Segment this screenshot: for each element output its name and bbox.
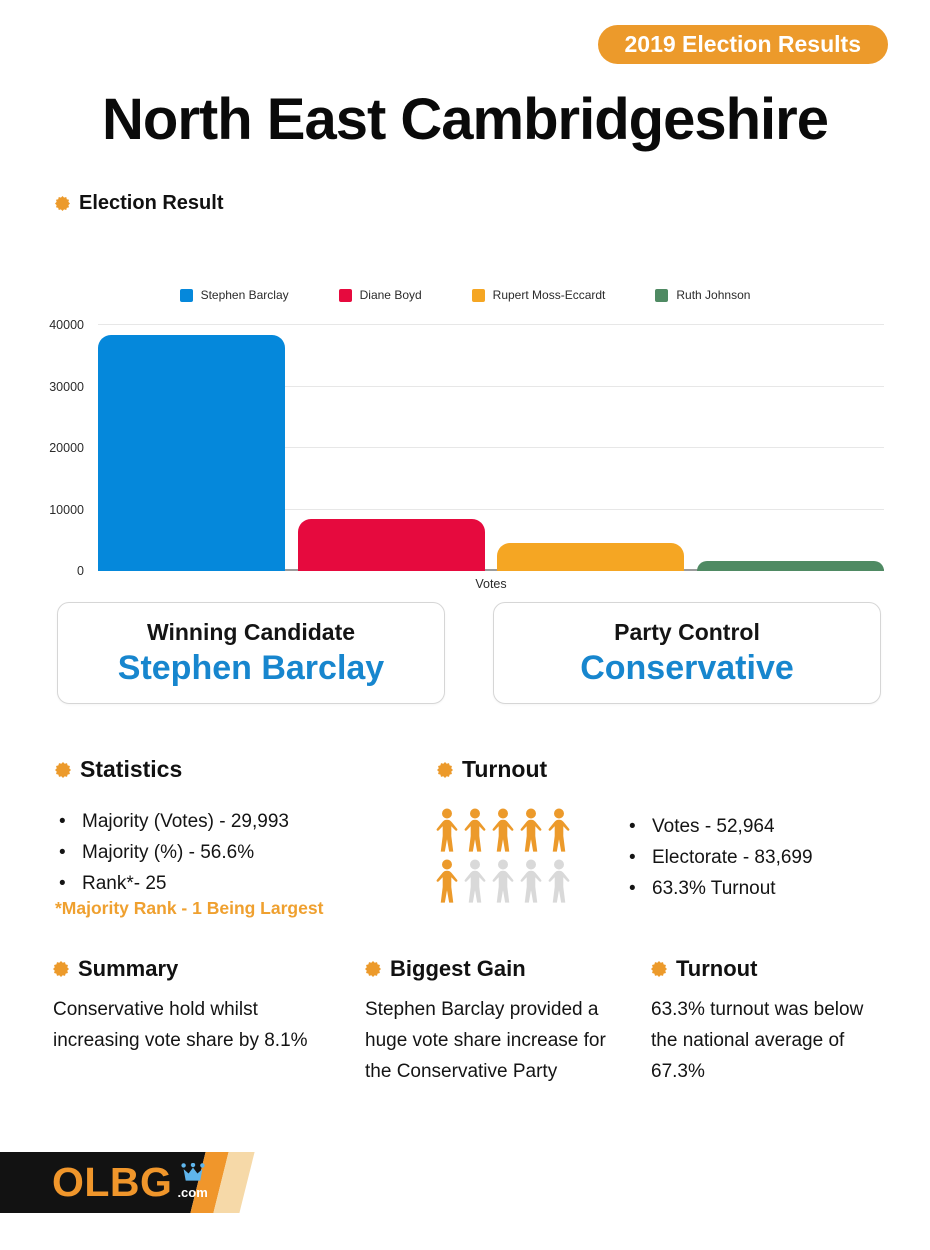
turnout-people <box>434 808 574 904</box>
person-icon <box>546 859 572 904</box>
turnout-item: 63.3% Turnout <box>625 873 813 904</box>
section-heading-label: Statistics <box>80 756 183 782</box>
winning-candidate-card: Winning Candidate Stephen Barclay <box>57 602 445 704</box>
legend-swatch-icon <box>471 288 485 302</box>
sunburst-icon <box>55 196 70 211</box>
section-heading-label: Turnout <box>462 756 548 782</box>
legend-label: Rupert Moss-Eccardt <box>492 288 606 302</box>
turnout-note-text: 63.3% turnout was below the national ave… <box>651 999 864 1082</box>
sunburst-icon <box>651 961 667 977</box>
crown-icon <box>181 1163 205 1181</box>
legend-label: Diane Boyd <box>359 288 422 302</box>
y-tick-label: 0 <box>77 564 84 578</box>
biggest-gain-text: Stephen Barclay provided a huge vote sha… <box>365 999 606 1082</box>
statistics-list: Majority (Votes) - 29,993 Majority (%) -… <box>55 806 289 899</box>
y-tick-label: 10000 <box>49 502 84 517</box>
sunburst-icon <box>437 761 453 778</box>
chart-bars <box>98 325 884 571</box>
chart-plot <box>98 324 884 571</box>
person-icon <box>462 808 488 853</box>
sunburst-icon <box>365 961 381 977</box>
legend-item: Ruth Johnson <box>655 288 750 302</box>
gridline <box>98 385 884 387</box>
person-icon <box>518 859 544 904</box>
party-control-card: Party Control Conservative <box>493 602 881 704</box>
majority-rank-footnote: *Majority Rank - 1 Being Largest <box>55 898 324 918</box>
legend-swatch-icon <box>655 288 669 302</box>
section-heading-turnout-note: Turnout <box>651 956 757 982</box>
chart-x-axis-label: Votes <box>475 577 507 591</box>
statistics-item: Majority (Votes) - 29,993 <box>55 806 289 837</box>
person-icon <box>462 859 488 904</box>
gridline <box>98 447 884 448</box>
turnout-item: Electorate - 83,699 <box>625 842 813 873</box>
section-heading-label: Turnout <box>676 956 758 981</box>
legend-swatch-icon <box>338 288 352 302</box>
section-heading-statistics: Statistics <box>55 756 182 783</box>
sunburst-icon <box>55 761 71 778</box>
card-title: Winning Candidate <box>146 618 356 645</box>
page-title: North East Cambridgeshire <box>102 87 829 152</box>
section-heading-label: Election Result <box>79 192 224 214</box>
y-tick-label: 20000 <box>49 441 84 455</box>
bar-stephen-barclay <box>98 334 285 571</box>
legend-label: Ruth Johnson <box>676 288 751 302</box>
gridline <box>98 508 884 510</box>
section-heading-turnout: Turnout <box>437 756 547 783</box>
bar-rupert-moss-eccardt <box>497 543 685 571</box>
turnout-list: Votes - 52,964 Electorate - 83,699 63.3%… <box>625 811 813 904</box>
winning-candidate-name: Stephen Barclay <box>117 648 385 687</box>
legend-item: Rupert Moss-Eccardt <box>471 288 606 302</box>
card-title: Party Control <box>614 618 760 645</box>
brand-wordmark: OLBG <box>52 1159 173 1205</box>
section-heading-summary: Summary <box>53 956 178 982</box>
y-tick-label: 40000 <box>49 318 84 332</box>
section-heading-label: Summary <box>78 956 179 981</box>
legend-item: Stephen Barclay <box>179 288 289 302</box>
summary-text: Conservative hold whilst increasing vote… <box>53 999 308 1051</box>
section-heading-election-result: Election Result <box>55 192 223 215</box>
legend-label: Stephen Barclay <box>200 288 289 302</box>
section-heading-biggest-gain: Biggest Gain <box>365 956 526 982</box>
person-icon <box>490 859 516 904</box>
turnout-item: Votes - 52,964 <box>625 811 813 842</box>
sunburst-icon <box>53 961 69 977</box>
bar-diane-boyd <box>297 519 485 571</box>
person-icon <box>490 808 516 853</box>
chart-legend: Stephen Barclay Diane Boyd Rupert Moss-Ecc… <box>0 288 930 302</box>
person-icon <box>434 808 460 853</box>
brand-domain-suffix: .com <box>177 1185 208 1200</box>
legend-item: Diane Boyd <box>338 288 422 302</box>
year-results-badge: 2019 Election Results <box>597 25 888 64</box>
chart-y-axis: 0 10000 20000 30000 40000 <box>0 318 90 578</box>
statistics-item: Rank*- 25 <box>55 868 289 899</box>
statistics-item: Majority (%) - 56.6% <box>55 837 289 868</box>
bar-ruth-johnson <box>696 561 884 571</box>
section-heading-label: Biggest Gain <box>390 956 526 981</box>
party-control-name: Conservative <box>580 648 794 687</box>
person-icon <box>434 859 460 904</box>
y-tick-label: 30000 <box>49 379 84 394</box>
gridline <box>98 324 884 325</box>
person-icon <box>546 808 572 853</box>
person-icon <box>518 808 544 853</box>
legend-swatch-icon <box>179 288 193 302</box>
x-axis-line <box>98 569 884 571</box>
brand-logo: OLBG .com <box>52 1160 208 1204</box>
